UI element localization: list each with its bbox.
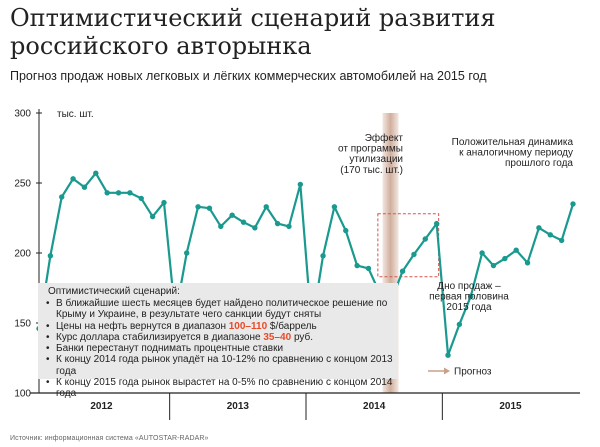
sales-bottom-annotation: Дно продаж – [437, 281, 501, 292]
data-point [229, 212, 235, 218]
data-point [558, 237, 565, 244]
data-point [468, 293, 474, 300]
positive-dynamics-annotation: Положительная динамика [452, 137, 574, 148]
scenario-title: Оптимистический сценарий: [48, 286, 180, 297]
data-point [218, 223, 224, 230]
positive-dynamics-annotation: прошлого года [505, 158, 573, 169]
sales-bottom-annotation: первая половина [429, 292, 509, 303]
scenario-text: Банки перестанут поднимать процентные ст… [56, 343, 284, 355]
scenario-text: Курс доллара стабилизируется в диапазоне [56, 331, 264, 343]
data-point [547, 232, 553, 238]
utilization-annotation: от программы [338, 144, 403, 155]
scenario-text: В ближайшие шесть месяцев будет найдено … [56, 298, 388, 321]
data-point [240, 219, 247, 225]
scenario-item: В ближайшие шесть месяцев будет найдено … [44, 298, 400, 321]
scenario-text: К концу 2014 года рынок упадёт на 10-12%… [56, 354, 393, 377]
scenario-text: $/баррель [267, 320, 317, 332]
data-point [433, 220, 440, 227]
data-point [206, 205, 213, 211]
data-point [524, 260, 531, 266]
highlight-value: 35–40 [263, 331, 292, 343]
y-tick-label: 300 [14, 109, 31, 120]
data-point [354, 262, 360, 269]
data-point [149, 213, 156, 220]
data-point [479, 250, 485, 256]
data-point [365, 265, 372, 272]
data-point [422, 236, 428, 242]
data-point [331, 204, 338, 210]
data-point [161, 199, 167, 206]
highlight-value: 100–110 [228, 320, 268, 332]
y-tick-label: 100 [14, 389, 31, 400]
data-point [104, 190, 110, 196]
data-point [127, 190, 133, 196]
data-point [570, 201, 576, 207]
scenario-text: руб. [291, 331, 314, 343]
y-tick-label: 150 [14, 319, 31, 330]
data-point [184, 250, 190, 256]
data-point [70, 176, 76, 182]
y-tick-label: 200 [14, 249, 31, 260]
data-point [320, 253, 326, 259]
forecast-label: Прогноз [454, 367, 492, 378]
data-point [445, 352, 451, 358]
sales-bottom-annotation: 2015 года [446, 302, 492, 313]
chart-title: Оптимистический сценарий развития россий… [10, 4, 496, 60]
data-point [411, 251, 417, 258]
data-point [59, 194, 65, 200]
scenario-list: В ближайшие шесть месяцев будет найдено … [44, 298, 400, 400]
y-unit-label: тыс. шт. [57, 109, 94, 120]
data-point [195, 204, 201, 210]
source-note: Источник: информационная система «AUTOST… [10, 435, 209, 442]
chart-subtitle: Прогноз продаж новых легковых и лёгких к… [10, 69, 487, 83]
data-point [138, 195, 144, 202]
year-label: 2014 [363, 401, 386, 412]
year-label: 2012 [90, 401, 113, 412]
utilization-annotation: Эффект [365, 132, 404, 144]
y-tick-label: 250 [14, 179, 31, 190]
forecast-arrow-head [444, 367, 450, 375]
data-point [343, 227, 349, 234]
year-label: 2013 [227, 401, 250, 412]
utilization-annotation: (170 тыс. шт.) [340, 165, 403, 176]
data-point [536, 225, 542, 231]
scenario-item: Банки перестанут поднимать процентные ст… [44, 343, 400, 355]
data-point [502, 255, 508, 262]
data-point [513, 247, 519, 253]
data-point [274, 220, 281, 227]
utilization-annotation: утилизации [349, 154, 403, 165]
positive-dynamics-annotation: к аналогичному периоду [459, 148, 573, 159]
scenario-item: Курс доллара стабилизируется в диапазоне… [44, 331, 400, 344]
scenario-text: Цены на нефть вернутся в диапазон [56, 320, 229, 332]
data-point [115, 190, 122, 196]
data-point [47, 253, 54, 259]
data-point [252, 225, 258, 231]
data-point [297, 181, 304, 188]
data-point [399, 268, 406, 274]
data-point [490, 262, 497, 269]
data-point [93, 170, 99, 176]
scenario-item: К концу 2014 года рынок упадёт на 10-12%… [44, 354, 400, 377]
data-point [456, 321, 463, 328]
data-point [263, 204, 269, 210]
scenario-item: Цены на нефть вернутся в диапазон 100–11… [44, 320, 400, 333]
year-label: 2015 [499, 401, 522, 412]
scenario-text: К концу 2015 года рынок вырастет на 0-5%… [56, 377, 393, 400]
scenario-item: К концу 2015 года рынок вырастет на 0-5%… [44, 377, 400, 400]
data-point [81, 184, 88, 190]
data-point [286, 223, 292, 230]
